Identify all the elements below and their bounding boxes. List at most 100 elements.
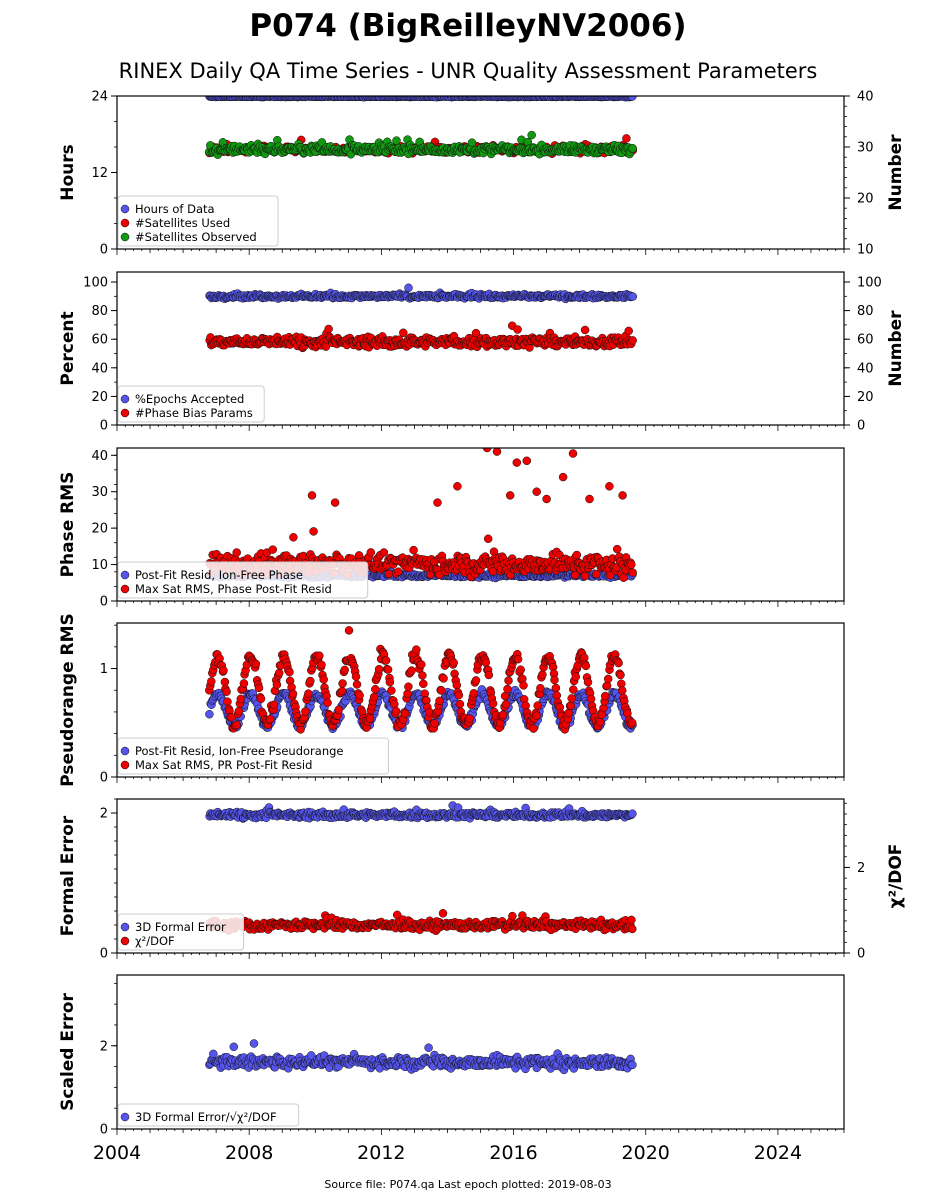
legend-entry: Post-Fit Resid, Ion-Free Phase <box>135 568 303 582</box>
y-tick-label: 12 <box>91 166 108 181</box>
data-point <box>527 130 536 140</box>
y2-tick-label: 100 <box>857 276 882 291</box>
outlier-point <box>585 494 594 504</box>
data-point <box>371 684 380 694</box>
y-axis-label: Formal Error <box>58 815 78 936</box>
data-point <box>612 544 622 554</box>
data-point <box>532 711 541 720</box>
y2-tick-label: 10 <box>857 243 874 258</box>
data-point <box>391 706 401 716</box>
data-points <box>205 801 637 936</box>
data-point <box>614 658 623 668</box>
data-point <box>627 718 637 728</box>
y2-tick-label: 20 <box>857 192 874 207</box>
data-points <box>205 283 638 353</box>
y2-tick-label: 80 <box>857 304 874 319</box>
data-point <box>503 684 512 694</box>
data-point <box>567 694 576 703</box>
data-point <box>385 677 395 687</box>
data-point <box>319 675 328 684</box>
y2-tick-label: 0 <box>857 419 865 434</box>
data-point <box>274 668 284 678</box>
y-tick-label: 60 <box>91 333 108 348</box>
data-point <box>471 676 481 685</box>
outlier-point <box>532 487 541 496</box>
outlier-point <box>307 491 317 500</box>
series-1 <box>205 283 638 304</box>
y2-tick-label: 60 <box>857 333 874 348</box>
data-point <box>551 683 561 693</box>
data-point <box>229 1042 239 1052</box>
data-point <box>285 667 294 677</box>
data-point <box>500 691 510 701</box>
data-point <box>521 701 530 710</box>
outlier-point <box>558 472 568 482</box>
data-point <box>430 719 439 728</box>
data-point <box>622 134 631 143</box>
series-2 <box>205 626 637 734</box>
legend-entry: Post-Fit Resid, Ion-Free Pseudorange <box>135 744 343 758</box>
data-point <box>516 665 525 674</box>
y-tick-label: 0 <box>100 419 108 434</box>
legend-marker <box>120 936 130 946</box>
data-point <box>239 679 249 688</box>
data-point <box>424 1043 433 1052</box>
data-point <box>222 687 231 696</box>
y-tick-label: 1 <box>100 662 108 677</box>
figure-subtitle: RINEX Daily QA Time Series - UNR Quality… <box>119 59 818 83</box>
y2-tick-label: 40 <box>857 90 874 105</box>
data-point <box>435 696 444 706</box>
y-tick-label: 40 <box>91 449 108 464</box>
data-point <box>513 325 522 334</box>
data-point <box>251 659 261 669</box>
data-point <box>289 533 298 542</box>
data-point <box>628 568 637 577</box>
data-point <box>324 324 333 334</box>
legend-entry: Hours of Data <box>135 202 215 216</box>
data-point <box>627 560 636 569</box>
data-point <box>393 567 403 576</box>
data-point <box>483 534 493 544</box>
data-point <box>484 670 494 680</box>
legend-marker <box>120 218 130 228</box>
data-point <box>256 694 266 704</box>
data-point <box>317 660 326 670</box>
data-point <box>223 697 232 706</box>
data-point <box>617 686 627 695</box>
legend-marker <box>120 394 130 404</box>
data-point <box>504 676 513 685</box>
data-point <box>309 527 318 536</box>
data-point <box>351 672 361 681</box>
data-point <box>399 328 408 338</box>
series-2 <box>205 321 637 353</box>
data-point <box>469 689 479 698</box>
data-point <box>412 645 421 654</box>
data-point <box>254 683 264 693</box>
series-1 <box>205 801 637 823</box>
y-tick-label: 0 <box>100 771 108 786</box>
legend-box <box>117 385 265 423</box>
outlier-point <box>505 491 515 500</box>
y-axis-label: Pseudorange RMS <box>58 613 78 787</box>
data-point <box>232 548 241 557</box>
y2-axis-label: Number <box>886 310 906 387</box>
series-1 <box>205 1039 637 1075</box>
data-point <box>455 699 465 709</box>
data-point <box>207 677 216 686</box>
data-points <box>205 626 637 734</box>
data-point <box>344 626 354 635</box>
data-point <box>417 660 426 669</box>
data-point <box>533 701 542 710</box>
data-point <box>288 689 298 699</box>
data-point <box>383 665 393 674</box>
data-point <box>387 686 396 695</box>
data-point <box>315 651 324 660</box>
y2-axis-label: Number <box>886 134 906 211</box>
y-tick-label: 10 <box>91 558 108 573</box>
y-tick-label: 0 <box>100 595 108 610</box>
data-point <box>236 694 246 704</box>
data-point <box>465 714 474 723</box>
outlier-point <box>618 491 627 500</box>
